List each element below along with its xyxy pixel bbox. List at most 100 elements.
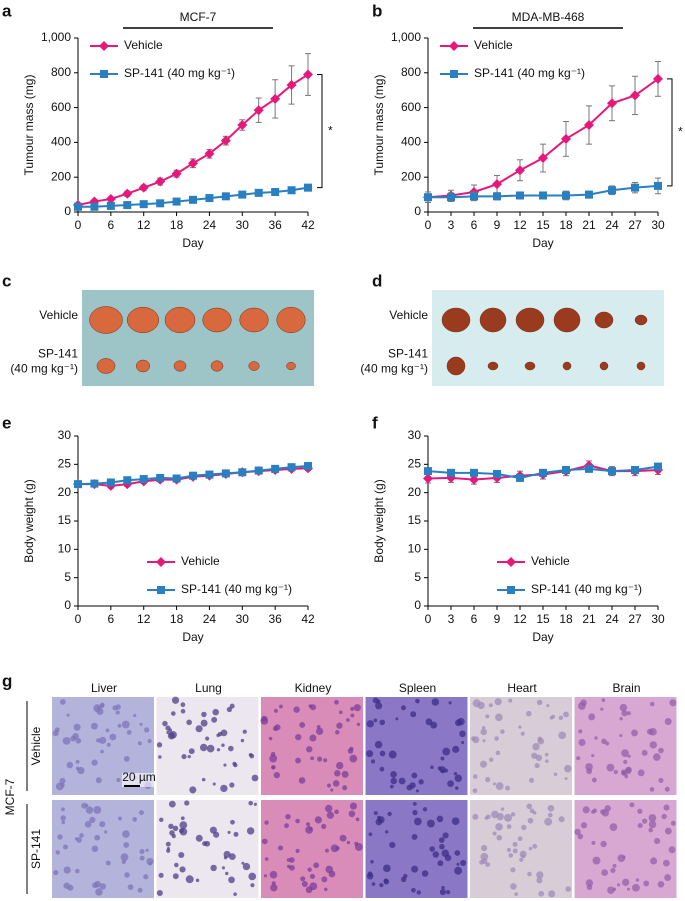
nucleus: [242, 729, 247, 734]
y-tick-label: 0: [414, 204, 421, 218]
nucleus: [637, 808, 643, 814]
nucleus: [73, 723, 81, 731]
point: [423, 473, 433, 484]
nucleus: [430, 765, 434, 769]
nucleus: [538, 890, 545, 897]
nucleus: [619, 734, 623, 738]
x-tick-label: 0: [75, 612, 82, 626]
nucleus: [100, 749, 104, 754]
y-axis-label: Body weight (g): [372, 479, 386, 562]
nucleus: [55, 850, 60, 855]
nucleus: [314, 816, 322, 824]
nucleus: [461, 740, 465, 745]
nucleus: [63, 866, 71, 874]
nucleus: [485, 714, 490, 719]
nucleus: [300, 876, 306, 882]
nucleus: [185, 875, 194, 884]
point: [123, 201, 132, 210]
nucleus: [390, 777, 397, 785]
nucleus: [67, 884, 74, 891]
nucleus: [442, 747, 451, 756]
y-tick-label: 0: [64, 598, 71, 612]
nucleus: [366, 720, 374, 728]
nucleus: [159, 817, 164, 823]
point: [286, 79, 297, 90]
nucleus: [307, 867, 312, 872]
tumour: [524, 361, 536, 371]
nucleus: [600, 809, 606, 815]
tumour: [553, 307, 581, 333]
tumour: [487, 361, 499, 371]
nucleus: [621, 710, 628, 717]
nucleus: [374, 740, 383, 749]
nucleus: [385, 830, 389, 834]
nucleus: [99, 703, 105, 709]
nucleus: [335, 730, 340, 735]
nucleus: [62, 736, 71, 745]
nucleus: [578, 702, 586, 710]
nucleus: [532, 811, 537, 815]
point: [254, 188, 263, 197]
nucleus: [180, 816, 185, 821]
nucleus: [496, 834, 503, 841]
nucleus: [377, 816, 385, 824]
point: [122, 188, 133, 199]
nucleus: [77, 766, 85, 775]
x-tick-label: 36: [268, 612, 282, 626]
nucleus: [623, 759, 628, 765]
nucleus: [456, 862, 460, 866]
nucleus: [617, 854, 626, 863]
y-tick-label: 600: [51, 100, 71, 114]
tumour: [136, 359, 150, 373]
point: [90, 479, 99, 488]
nucleus: [576, 756, 581, 761]
point: [287, 463, 296, 472]
legend-label: SP-141 (40 mg kg⁻¹): [531, 582, 642, 596]
nucleus: [624, 774, 629, 779]
nucleus: [263, 874, 268, 878]
nucleus: [495, 713, 503, 722]
nucleus: [591, 777, 597, 783]
nucleus: [75, 868, 80, 874]
y-tick-label: 5: [64, 570, 71, 584]
nucleus: [653, 753, 661, 761]
nucleus: [609, 823, 618, 831]
nucleus: [286, 858, 291, 862]
nucleus: [270, 884, 278, 892]
point: [238, 468, 247, 477]
point: [653, 73, 663, 84]
nucleus: [309, 827, 313, 831]
row-label: (40 mg kg⁻¹): [360, 362, 428, 376]
nucleus: [451, 817, 460, 825]
nucleus: [481, 725, 486, 730]
chart-title: MCF-7: [180, 10, 217, 24]
nucleus: [295, 757, 301, 764]
x-tick-label: 12: [513, 612, 527, 626]
y-tick-label: 1,000: [391, 30, 421, 44]
nucleus: [268, 736, 273, 741]
nucleus: [162, 720, 168, 727]
nucleus: [179, 866, 186, 873]
nucleus: [168, 800, 176, 808]
x-tick-label: 30: [651, 218, 665, 232]
nucleus: [299, 721, 306, 728]
y-tick-label: 10: [408, 542, 422, 556]
x-tick-label: 18: [559, 612, 573, 626]
nucleus: [619, 717, 623, 721]
point: [220, 135, 231, 146]
nucleus: [246, 827, 255, 835]
nucleus: [432, 851, 440, 858]
row-label: SP-141: [38, 347, 78, 361]
nucleus: [586, 884, 593, 891]
nucleus: [347, 748, 354, 754]
nucleus: [269, 754, 278, 763]
nucleus: [670, 820, 676, 826]
nucleus: [66, 761, 74, 769]
nucleus: [528, 846, 533, 851]
nucleus: [650, 857, 658, 865]
nucleus: [168, 728, 173, 732]
y-axis-label: Body weight (g): [22, 479, 36, 562]
nucleus: [338, 710, 343, 715]
point: [171, 168, 182, 179]
